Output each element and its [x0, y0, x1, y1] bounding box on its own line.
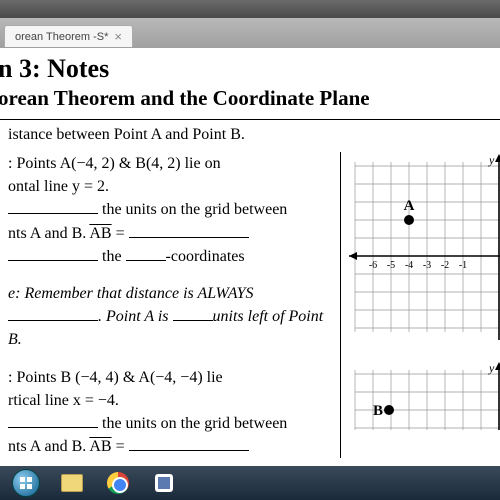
folder-icon: [61, 474, 83, 492]
graph-column: y -6 -5 -4 -3 -2 -1 A: [340, 152, 500, 458]
tab-bar: orean Theorem -S* ×: [0, 18, 500, 48]
browser-window: orean Theorem -S* × n 3: Notes orean The…: [0, 18, 500, 468]
browser-tab[interactable]: orean Theorem -S* ×: [4, 25, 133, 47]
coordinate-grid-1: y -6 -5 -4 -3 -2 -1 A: [349, 152, 500, 342]
svg-text:-4: -4: [405, 260, 413, 271]
explorer-button[interactable]: [50, 468, 94, 498]
horizontal-rule: [0, 119, 500, 120]
svg-text:-3: -3: [423, 260, 431, 271]
fill-blank: [8, 320, 98, 321]
svg-text:-6: -6: [369, 260, 377, 271]
fill-blank: [129, 450, 249, 451]
svg-text:-5: -5: [387, 260, 395, 271]
example-1: : Points A(−4, 2) & B(4, 2) lie on ontal…: [8, 152, 332, 268]
text-column: : Points A(−4, 2) & B(4, 2) lie on ontal…: [8, 152, 332, 458]
svg-text:B: B: [373, 403, 383, 419]
fill-blank: [8, 427, 98, 428]
svg-text:-2: -2: [441, 260, 449, 271]
chrome-icon: [107, 472, 129, 494]
page-title: n 3: Notes: [0, 54, 500, 84]
windows-icon: [12, 469, 40, 497]
fill-blank: [126, 260, 166, 261]
taskbar: [0, 466, 500, 500]
fill-blank: [129, 237, 249, 238]
app-button[interactable]: [142, 468, 186, 498]
chrome-button[interactable]: [96, 468, 140, 498]
page-subtitle: orean Theorem and the Coordinate Plane: [0, 86, 500, 111]
note-block: e: Remember that distance is ALWAYS . Po…: [8, 282, 332, 352]
svg-text:y: y: [488, 153, 495, 167]
instruction-text: istance between Point A and Point B.: [8, 126, 500, 144]
app-icon: [153, 472, 175, 494]
start-button[interactable]: [4, 468, 48, 498]
coordinate-grid-2: y B: [349, 360, 500, 430]
tab-title: orean Theorem -S*: [15, 31, 108, 43]
svg-text:-1: -1: [459, 260, 467, 271]
close-icon[interactable]: ×: [114, 30, 122, 43]
desktop-background-strip: [0, 0, 500, 18]
fill-blank: [173, 320, 213, 321]
document-page: n 3: Notes orean Theorem and the Coordin…: [0, 48, 500, 468]
svg-text:y: y: [488, 361, 495, 375]
fill-blank: [8, 260, 98, 261]
svg-text:A: A: [404, 198, 415, 214]
fill-blank: [8, 213, 98, 214]
example-2: : Points B (−4, 4) & A(−4, −4) lie rtica…: [8, 366, 332, 459]
